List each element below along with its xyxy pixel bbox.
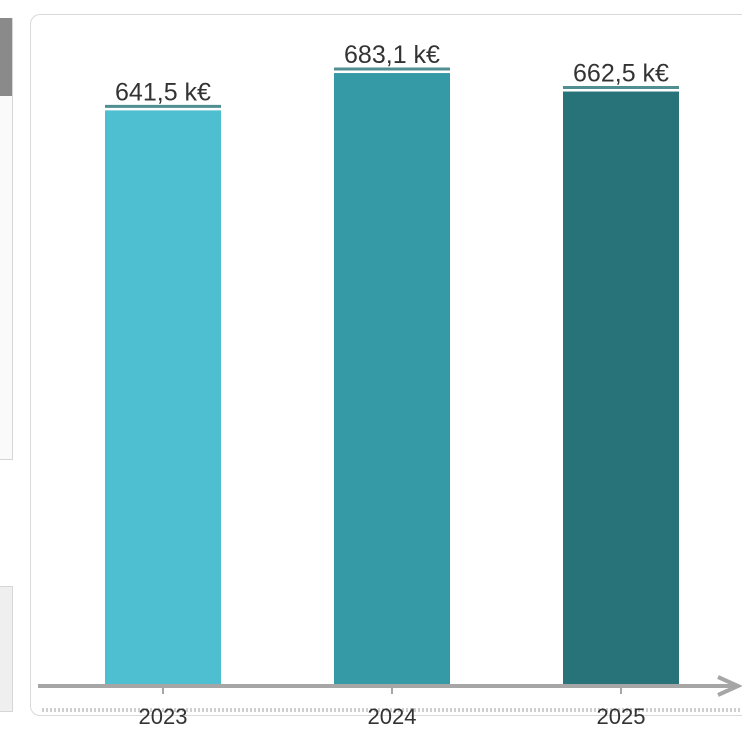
- x-axis-arrow-icon: [717, 675, 742, 697]
- data-labels-layer: 641,5 k€ 683,1 k€ 662,5 k€: [105, 41, 679, 108]
- x-tick-label-2023: 2023: [139, 704, 188, 729]
- bar-2025: [563, 91, 679, 686]
- bar-2024: [334, 73, 450, 686]
- left-panel-scroll-thumb[interactable]: [0, 18, 12, 96]
- bar-2023: [105, 110, 221, 686]
- data-label-2025: 662,5 k€: [573, 60, 669, 88]
- x-tick-label-2024: 2024: [368, 704, 417, 729]
- data-label-2023: 641,5 k€: [115, 78, 211, 106]
- left-panel-lower-edge: [0, 586, 13, 712]
- data-label-2024: 683,1 k€: [344, 41, 440, 69]
- bars-layer: [105, 73, 679, 686]
- x-tick-labels: 2023 2024 2025: [139, 704, 646, 729]
- x-axis: [38, 675, 742, 697]
- x-tick-label-2025: 2025: [597, 704, 646, 729]
- panel-divider: [42, 708, 742, 712]
